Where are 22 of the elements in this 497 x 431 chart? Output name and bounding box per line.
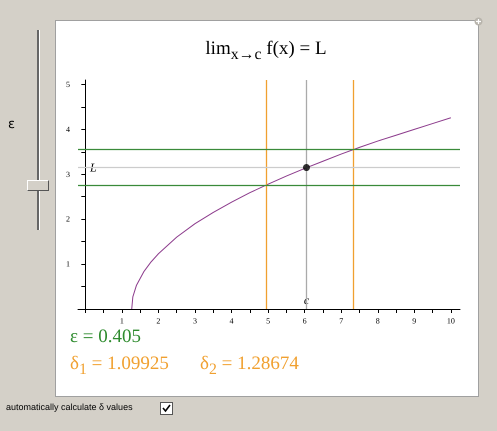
y-tick-label: 1 (66, 260, 70, 269)
line-series (131, 117, 452, 310)
x-tick-label: 9 (412, 316, 416, 326)
x-tick-label: 2 (156, 316, 160, 326)
x-tick-label: 7 (339, 316, 344, 326)
text: ε (8, 117, 16, 132)
y-tick-label: 5 (66, 80, 70, 89)
y-tick-label: 4 (66, 124, 70, 134)
text: δ$_{1}$ = 1.09925 (70, 353, 169, 378)
x-tick-label: 3 (192, 316, 197, 326)
x-tick-label: 5 (266, 316, 270, 326)
text: automatically calculate δ values (6, 402, 133, 413)
x-tick-label: 6 (302, 316, 307, 326)
text: δ$_{2}$ = 1.28674 (200, 353, 299, 378)
x-tick-label: 8 (376, 316, 380, 326)
x-tick-label: 10 (446, 316, 455, 326)
y-tick-label: 2 (66, 214, 70, 224)
y-tick-label: 3 (66, 170, 70, 179)
x-tick-label: 4 (230, 316, 234, 326)
text: ε = 0.405 (70, 326, 141, 348)
x-tick-label: 1 (120, 316, 124, 326)
chart-title: lim$_{x→c}$ f(x) = L (204, 38, 328, 64)
